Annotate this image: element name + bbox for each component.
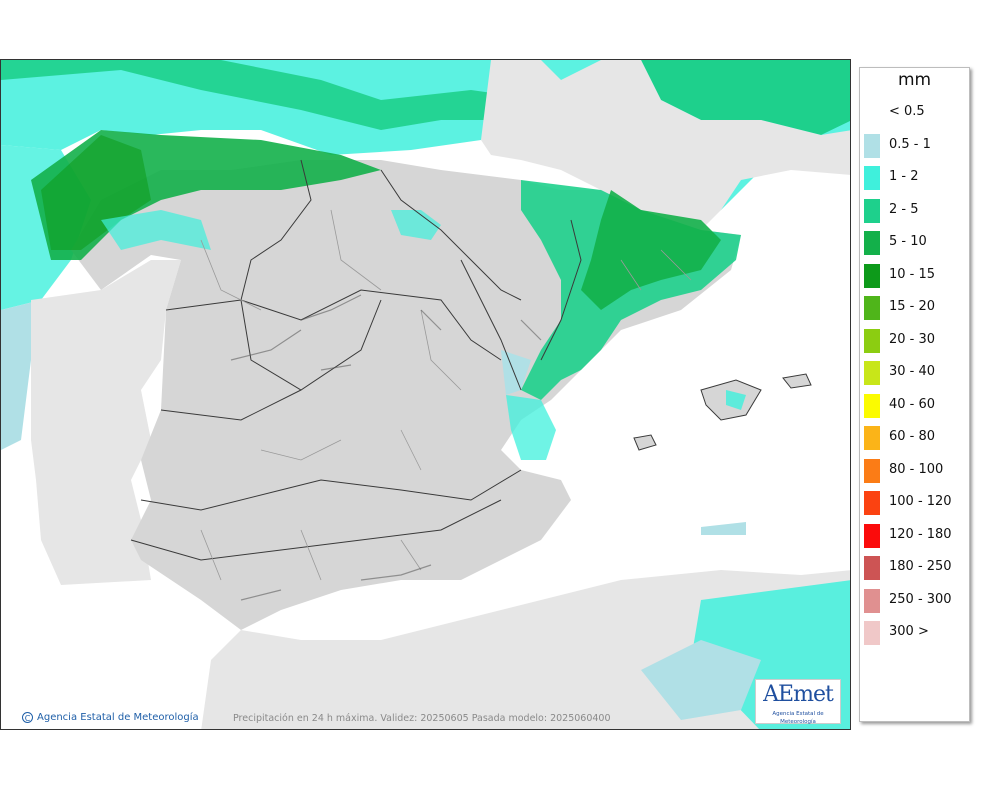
legend-swatch [864, 491, 880, 515]
legend-swatch [864, 166, 880, 190]
precip-africa-light [641, 640, 761, 720]
ibiza [633, 434, 657, 451]
legend-row: 60 - 80 [860, 426, 969, 450]
legend-label: 5 - 10 [889, 234, 927, 249]
legend-swatch [864, 198, 880, 223]
legend-row: < 0.5 [860, 101, 969, 121]
legend-label: < 0.5 [889, 104, 925, 119]
portugal-land [31, 260, 181, 585]
precip-valencia-light [501, 350, 531, 395]
france-land [481, 60, 850, 230]
precip-galicia-core [41, 135, 151, 250]
precip-valencia [506, 395, 556, 460]
legend-row: 15 - 20 [860, 296, 969, 320]
aemet-logo-mark: AEmet [763, 682, 834, 707]
legend-row: 30 - 40 [860, 361, 969, 385]
legend-swatch [864, 621, 880, 645]
precip-catalonia-core [581, 190, 721, 310]
legend-swatch [864, 296, 880, 320]
precip-band-north-core [1, 60, 541, 130]
legend-swatch [864, 133, 880, 158]
legend-label: 0.5 - 1 [889, 136, 931, 152]
legend-row: 1 - 2 [860, 166, 969, 190]
legend-swatch [864, 426, 880, 450]
legend-title: mm [897, 70, 932, 90]
map-canvas [1, 60, 850, 729]
legend-label: 1 - 2 [889, 169, 919, 184]
legend-label: 180 - 250 [889, 559, 952, 574]
aemet-logo-subtitle: Agencia Estatal de Meteorología [772, 711, 824, 725]
legend-label: 120 - 180 [889, 526, 952, 542]
legend-label: 2 - 5 [889, 201, 919, 217]
legend-swatch [864, 523, 880, 548]
map-caption: Precipitación en 24 h máxima. Validez: 2… [233, 713, 611, 724]
precip-galicia-light [101, 210, 211, 250]
legend-label: 60 - 80 [889, 429, 936, 444]
legend-label: 250 - 300 [889, 591, 952, 607]
precip-mallorca [726, 390, 746, 410]
legend-row: 5 - 10 [860, 231, 969, 255]
legend-row: 20 - 30 [860, 328, 969, 353]
precipitation-map[interactable] [0, 59, 851, 730]
legend-row: 300 > [860, 621, 969, 645]
legend-label: 40 - 60 [889, 396, 936, 412]
legend-row: 2 - 5 [860, 198, 969, 223]
precipitation-legend: mm < 0.5 0.5 - 1 1 - 2 2 - 5 5 - 10 10 - 15 15… [859, 67, 970, 722]
legend-swatch [864, 361, 880, 385]
precip-sea-east [701, 522, 746, 535]
legend-label: 300 > [889, 624, 929, 639]
legend-swatch [864, 231, 880, 255]
legend-swatch [864, 556, 880, 580]
precip-band-northeast [641, 60, 850, 135]
copyright-icon: C [22, 712, 33, 723]
precip-basque [391, 210, 441, 240]
legend-label: 20 - 30 [889, 331, 936, 347]
aemet-logo[interactable]: AEmet Agencia Estatal de Meteorología [755, 679, 841, 725]
legend-row: 250 - 300 [860, 588, 969, 613]
legend-row: 100 - 120 [860, 491, 969, 515]
legend-row: 10 - 15 [860, 263, 969, 288]
relief-shading [230, 294, 542, 601]
legend-label: 100 - 120 [889, 494, 952, 509]
legend-row: 80 - 100 [860, 458, 969, 483]
province-borders [200, 209, 692, 581]
legend-row: 180 - 250 [860, 556, 969, 580]
legend-row: 120 - 180 [860, 523, 969, 548]
copyright-text: Agencia Estatal de Meteorología [37, 712, 199, 723]
legend-swatch [864, 588, 880, 613]
legend-swatch [864, 458, 880, 483]
copyright-notice: C Agencia Estatal de Meteorología [22, 712, 199, 723]
legend-swatch [864, 263, 880, 288]
legend-swatch [864, 393, 880, 418]
legend-label: 30 - 40 [889, 364, 936, 379]
menorca [782, 373, 812, 389]
legend-row: 0.5 - 1 [860, 133, 969, 158]
legend-swatch [864, 328, 880, 353]
legend-label: 10 - 15 [889, 266, 936, 282]
legend-row: 40 - 60 [860, 393, 969, 418]
legend-label: 80 - 100 [889, 461, 944, 477]
legend-label: 15 - 20 [889, 299, 936, 314]
